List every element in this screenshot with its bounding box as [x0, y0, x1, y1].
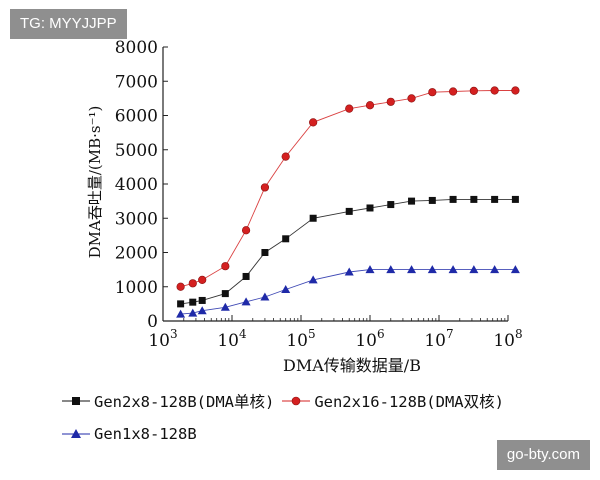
- data-point: [469, 86, 478, 95]
- data-point: [188, 279, 197, 288]
- y-tick-label: 1000: [115, 278, 158, 298]
- data-point: [365, 265, 375, 274]
- data-point: [282, 235, 290, 243]
- data-point: [308, 275, 318, 284]
- data-point: [448, 265, 458, 274]
- data-point: [309, 118, 318, 127]
- series-2: [176, 86, 520, 291]
- data-point: [197, 306, 207, 315]
- data-point: [221, 262, 230, 271]
- watermark-bottom: go-bty.com: [496, 440, 590, 470]
- y-tick-label: 3000: [115, 209, 158, 229]
- data-point: [260, 183, 270, 192]
- x-tick-label: 103: [148, 327, 177, 351]
- y-tick-label: 0: [147, 312, 158, 332]
- watermark-top: TG: MYYJJPP: [10, 9, 127, 39]
- data-point: [490, 86, 499, 95]
- y-tick-label: 8000: [115, 38, 158, 58]
- legend-swatch-circle-icon: [282, 396, 311, 406]
- data-point: [386, 265, 396, 274]
- data-point: [198, 275, 207, 285]
- data-point: [345, 104, 354, 113]
- legend-row: Gen2x8-128B(DMA单核) Gen2x16-128B(DMA双核): [62, 389, 512, 413]
- series-line: [180, 198, 516, 305]
- legend-swatch-square-icon: [62, 397, 90, 405]
- x-tick-label: 108: [493, 327, 522, 351]
- x-tick-label: 106: [355, 327, 384, 351]
- data-point: [428, 88, 437, 97]
- data-point: [261, 249, 269, 256]
- data-point: [470, 195, 478, 203]
- data-point: [386, 97, 395, 106]
- legend-row: Gen1x8-128B: [62, 422, 205, 446]
- x-axis-label: DMA传输数据量/B: [283, 356, 421, 375]
- series-3: [176, 265, 520, 318]
- data-point: [491, 195, 499, 203]
- legend-item-series-3: Gen1x8-128B: [62, 425, 197, 443]
- data-point: [490, 265, 500, 274]
- data-point: [365, 101, 375, 110]
- data-point: [177, 300, 185, 308]
- series-1: [177, 195, 519, 308]
- data-point: [427, 265, 437, 274]
- data-point: [281, 284, 291, 293]
- data-point: [241, 297, 251, 306]
- data-point: [366, 204, 374, 212]
- legend-label-series-2: Gen2x16-128B(DMA双核): [314, 393, 504, 411]
- y-tick-label: 4000: [115, 175, 158, 195]
- y-axis-label: DMA吞吐量/(MB·s⁻¹): [86, 106, 104, 259]
- data-point: [220, 302, 230, 311]
- data-point: [344, 267, 354, 276]
- data-point: [408, 197, 416, 205]
- data-point: [407, 265, 417, 274]
- data-point: [176, 282, 185, 291]
- data-point: [449, 195, 457, 203]
- data-point: [511, 195, 519, 203]
- legend-label-series-3: Gen1x8-128B: [94, 425, 197, 443]
- data-point: [260, 292, 270, 301]
- data-point: [345, 207, 353, 215]
- series-line: [180, 90, 516, 288]
- x-tick-label: 107: [424, 327, 453, 351]
- data-point: [281, 152, 290, 161]
- data-point: [241, 226, 251, 235]
- legend-swatch-triangle-icon: [62, 429, 90, 438]
- y-tick-label: 6000: [115, 107, 158, 127]
- x-tick-label: 105: [286, 327, 315, 351]
- data-point: [407, 94, 416, 103]
- data-point: [510, 265, 520, 274]
- y-tick-label: 7000: [115, 72, 158, 92]
- legend-item-series-2: Gen2x16-128B(DMA双核): [282, 390, 504, 412]
- legend-label-series-1: Gen2x8-128B(DMA单核): [94, 393, 275, 411]
- data-point: [242, 272, 250, 280]
- data-point: [387, 201, 395, 209]
- data-point: [469, 265, 479, 274]
- y-tick-label: 5000: [115, 141, 158, 161]
- x-tick-label: 104: [217, 327, 247, 351]
- data-point: [176, 309, 186, 318]
- series-layer: [176, 86, 520, 318]
- data-point: [188, 308, 198, 317]
- series-line: [180, 269, 516, 315]
- legend-item-series-1: Gen2x8-128B(DMA单核): [62, 390, 274, 412]
- data-point: [198, 296, 206, 304]
- data-point: [428, 196, 436, 204]
- data-point: [309, 214, 317, 222]
- data-point: [448, 87, 458, 96]
- y-tick-label: 2000: [115, 244, 158, 264]
- data-point: [221, 290, 229, 298]
- axes: 0 1000 2000 3000 4000 5000 6000 7000 8000 103 104 1…: [115, 38, 523, 351]
- data-point: [189, 298, 197, 306]
- data-point: [511, 86, 520, 95]
